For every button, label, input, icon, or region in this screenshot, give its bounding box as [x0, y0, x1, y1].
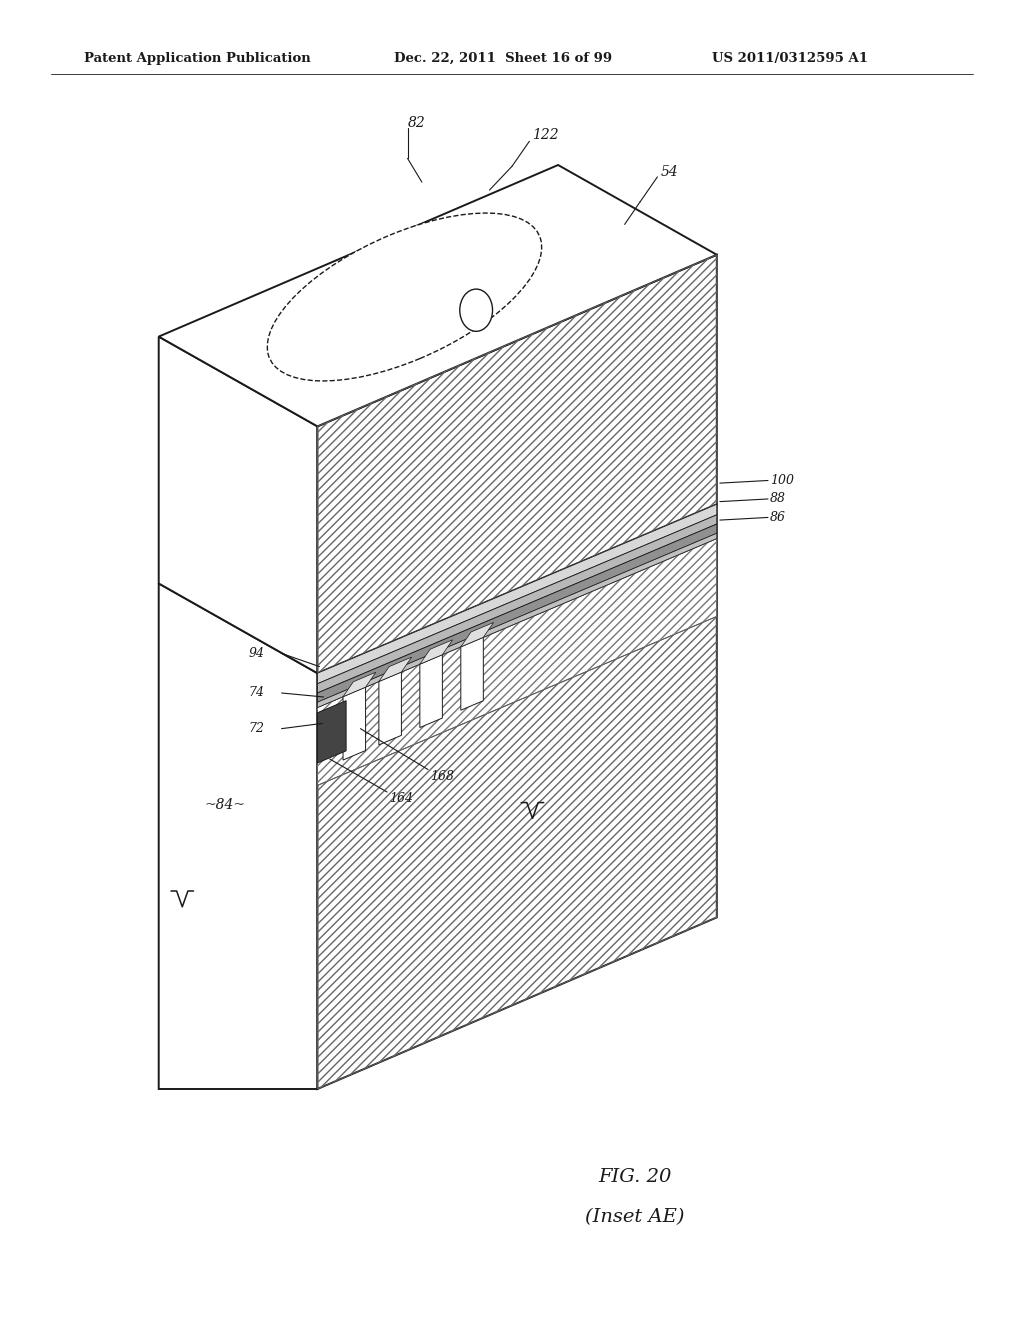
Text: 86: 86 [770, 511, 786, 524]
Text: 74: 74 [249, 686, 265, 700]
Polygon shape [317, 539, 717, 785]
Text: 94: 94 [249, 647, 265, 660]
Text: (Inset AE): (Inset AE) [585, 1208, 685, 1226]
Text: 100: 100 [770, 474, 794, 487]
Text: US 2011/0312595 A1: US 2011/0312595 A1 [712, 51, 867, 65]
Polygon shape [461, 638, 483, 710]
Ellipse shape [267, 213, 542, 381]
Polygon shape [343, 672, 376, 697]
Text: 168: 168 [430, 770, 454, 783]
Polygon shape [379, 672, 401, 744]
Text: 164: 164 [389, 792, 413, 805]
Polygon shape [461, 623, 494, 647]
Polygon shape [420, 655, 442, 727]
Polygon shape [159, 165, 717, 426]
Text: 122: 122 [532, 128, 559, 141]
Polygon shape [317, 524, 717, 702]
Polygon shape [317, 504, 717, 684]
Text: 54: 54 [660, 165, 678, 178]
Polygon shape [317, 504, 717, 1089]
Polygon shape [317, 515, 717, 693]
Polygon shape [379, 657, 412, 681]
Text: 72: 72 [249, 722, 265, 735]
Polygon shape [317, 255, 717, 673]
Polygon shape [317, 533, 717, 708]
Text: ~84~: ~84~ [205, 799, 246, 812]
Circle shape [460, 289, 493, 331]
Text: Patent Application Publication: Patent Application Publication [84, 51, 310, 65]
Text: 88: 88 [770, 492, 786, 506]
Polygon shape [159, 583, 317, 1089]
Text: FIG. 20: FIG. 20 [598, 1168, 672, 1187]
Polygon shape [159, 337, 317, 673]
Polygon shape [420, 640, 453, 664]
Text: 82: 82 [408, 116, 425, 129]
Polygon shape [343, 688, 366, 760]
Text: Dec. 22, 2011  Sheet 16 of 99: Dec. 22, 2011 Sheet 16 of 99 [394, 51, 612, 65]
Polygon shape [317, 701, 346, 763]
